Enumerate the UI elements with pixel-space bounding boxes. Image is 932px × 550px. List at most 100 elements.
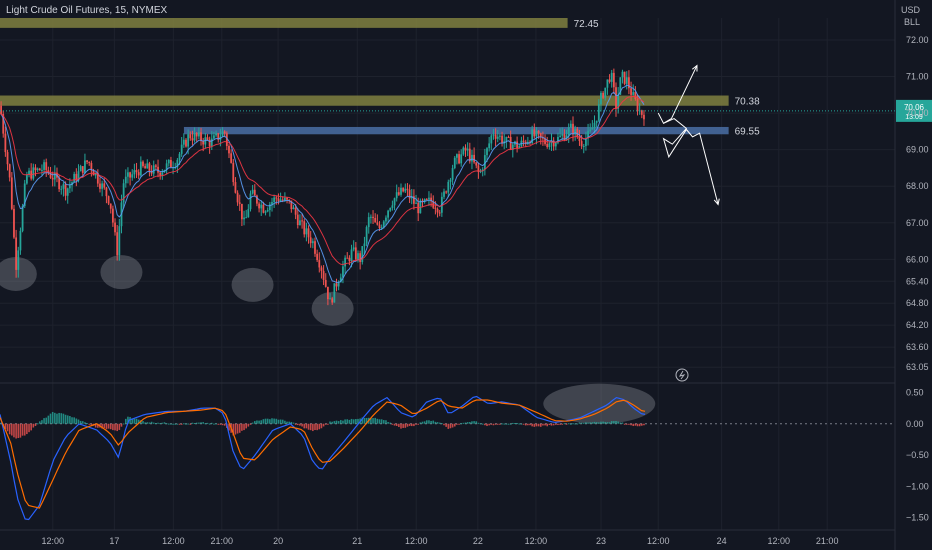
macd-histogram-bar (116, 423, 118, 432)
candle-body (135, 170, 138, 173)
candle-body (559, 135, 562, 137)
macd-histogram-bar (148, 422, 151, 424)
candle-body (615, 87, 617, 109)
macd-histogram-bar (456, 423, 458, 425)
candle-body (552, 140, 555, 147)
candle-body (193, 133, 196, 141)
candle-body (249, 193, 252, 210)
candle-body (496, 136, 499, 139)
candle-body (64, 184, 67, 196)
candle-body (251, 189, 254, 194)
candle-body (369, 216, 372, 218)
macd-histogram-bar (88, 423, 91, 425)
macd-axis-label: 0.00 (906, 419, 924, 429)
candle-body (129, 172, 131, 178)
macd-histogram-bar (180, 423, 183, 425)
projection-arrowhead (691, 64, 698, 72)
macd-histogram-bar (535, 423, 538, 427)
candle-body (501, 135, 503, 144)
macd-histogram-bar (501, 423, 503, 425)
macd-histogram-bar (494, 423, 497, 425)
macd-histogram-bar (559, 423, 561, 425)
macd-histogram-bar (266, 418, 269, 424)
candle-body (456, 154, 458, 158)
candle-body (206, 137, 209, 140)
candle-body (376, 222, 379, 225)
candle-body (208, 139, 211, 147)
candle-body (247, 209, 250, 218)
macd-histogram-bar (557, 423, 559, 426)
candle-body (10, 177, 13, 209)
macd-histogram-bar (202, 422, 204, 424)
macd-histogram-bar (419, 422, 422, 424)
price-axis-label: 65.40 (906, 276, 929, 286)
candle-body (471, 154, 473, 162)
macd-histogram-bar (441, 423, 443, 425)
candle-body (619, 77, 622, 95)
macd-histogram-bar (621, 422, 624, 424)
candle-body (13, 208, 15, 238)
macd-histogram-bar (103, 423, 106, 429)
candle-body (305, 228, 308, 235)
candle-body (88, 161, 91, 164)
time-axis-label: 12:00 (42, 536, 65, 546)
macd-histogram-bar (410, 423, 413, 427)
candle-body (479, 171, 482, 173)
macd-histogram-bar (234, 423, 237, 435)
macd-histogram-bar (567, 423, 570, 425)
macd-histogram-bar (533, 423, 536, 427)
macd-histogram-bar (402, 423, 404, 428)
candle-body (395, 192, 398, 199)
macd-histogram-bar (81, 421, 84, 424)
macd-histogram-bar (619, 422, 622, 424)
candle-body (215, 133, 217, 136)
candle-body (185, 139, 187, 147)
candle-body (122, 183, 125, 203)
candle-body (546, 143, 549, 147)
macd-histogram-bar (385, 420, 387, 424)
candle-body (537, 131, 540, 134)
macd-histogram-bar (86, 423, 88, 425)
macd-histogram-bar (107, 423, 110, 429)
macd-histogram-bar (602, 421, 604, 424)
time-axis-label: 17 (109, 536, 119, 546)
macd-histogram-bar (413, 423, 415, 427)
macd-histogram-bar (294, 423, 297, 425)
macd-histogram-bar (94, 423, 97, 428)
macd-histogram-bar (292, 422, 295, 424)
macd-histogram-bar (389, 422, 392, 424)
candle-body (464, 147, 467, 151)
macd-histogram-bar (595, 422, 598, 424)
candle-body (363, 243, 366, 247)
macd-histogram-bar (527, 423, 529, 426)
candle-body (597, 104, 600, 121)
candle-body (75, 173, 78, 181)
candle-body (428, 197, 430, 200)
candle-body (281, 199, 284, 201)
macd-histogram-bar (221, 423, 224, 426)
macd-histogram-bar (574, 423, 576, 425)
macd-histogram-bar (66, 415, 69, 424)
candle-body (170, 159, 172, 168)
candle-body (23, 183, 26, 207)
candle-body (542, 137, 544, 139)
macd-histogram-bar (576, 423, 579, 425)
moving-average-line (0, 84, 645, 283)
macd-histogram-bar (591, 422, 594, 424)
candle-body (43, 162, 45, 170)
macd-histogram-bar (428, 420, 430, 424)
macd-histogram-bar (114, 423, 116, 431)
candle-body (623, 71, 626, 84)
candle-body (333, 283, 336, 303)
macd-histogram-bar (56, 413, 58, 424)
macd-histogram-bar (464, 422, 467, 424)
macd-histogram-bar (471, 421, 473, 424)
candle-body (402, 187, 405, 192)
candle-body (94, 173, 97, 176)
macd-histogram-bar (124, 418, 127, 424)
macd-histogram-bar (486, 423, 488, 427)
macd-histogram-bar (490, 423, 493, 425)
macd-histogram-bar (408, 423, 411, 426)
candle-body (342, 266, 344, 278)
